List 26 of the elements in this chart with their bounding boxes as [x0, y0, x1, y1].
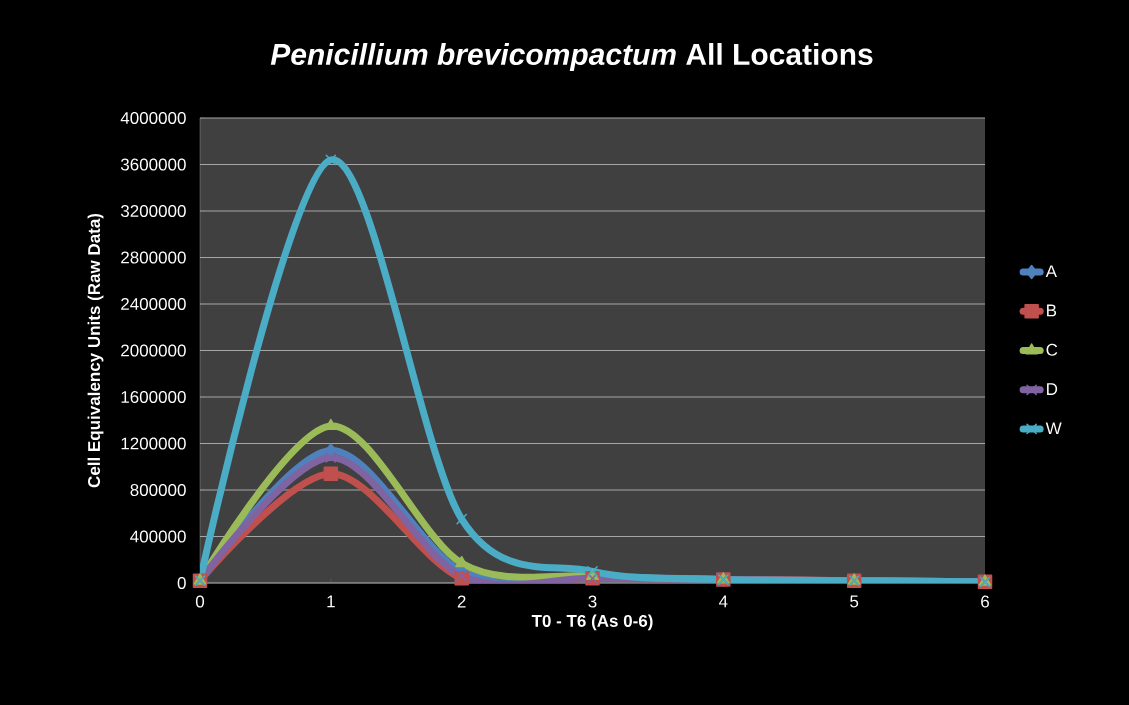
legend-label: D	[1047, 383, 1058, 395]
y-tick-label: 1200000	[121, 437, 186, 450]
legend-label: W	[1045, 422, 1062, 435]
y-tick-label: 0	[177, 576, 186, 590]
y-tick-label: 2400000	[121, 297, 186, 311]
y-tick-label: 1600000	[121, 390, 186, 404]
x-tick-label: 2	[457, 595, 466, 608]
x-tick-label: 4	[719, 595, 728, 608]
legend-label: A	[1045, 265, 1057, 278]
y-axis-title: Cell Equivalency Units (Raw Data)	[87, 213, 104, 488]
chart-title: Penicillium brevicompactum All Locations	[270, 43, 873, 71]
x-tick-label: 1	[327, 595, 335, 608]
y-tick-label: 400000	[130, 530, 186, 543]
legend-label: B	[1047, 304, 1057, 317]
y-tick-label: 4000000	[120, 111, 186, 125]
x-tick-label: 5	[850, 595, 859, 608]
x-tick-label: 0	[195, 595, 205, 608]
x-tick-label: 3	[588, 595, 597, 608]
legend-label: C	[1046, 343, 1058, 356]
y-tick-label: 3200000	[120, 204, 186, 218]
x-tick-label: 6	[981, 595, 989, 608]
x-axis-title: T0 - T6 (As 0-6)	[531, 614, 653, 631]
y-tick-label: 3600000	[120, 158, 186, 171]
y-tick-label: 2800000	[121, 251, 186, 264]
y-tick-label: 800000	[130, 483, 186, 497]
y-tick-label: 2000000	[121, 344, 186, 357]
